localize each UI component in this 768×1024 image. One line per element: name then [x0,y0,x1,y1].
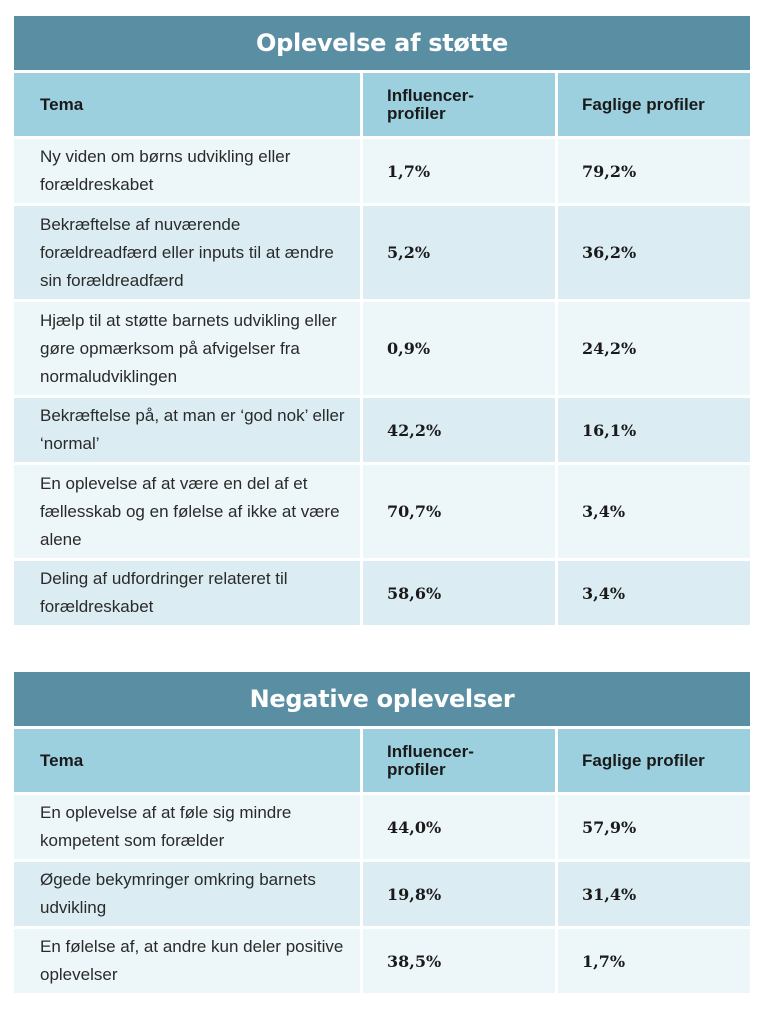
cell-tema: Deling af udfordringer relateret til for… [14,561,360,625]
cell-influencer-value: 58,6% [363,561,555,625]
cell-faglige-value: 57,9% [558,795,750,859]
header-tema: Tema [14,729,360,792]
cell-influencer-value: 44,0% [363,795,555,859]
cell-tema: Ny viden om børns udvikling eller foræld… [14,139,360,203]
table-oplevelse-af-stotte: Oplevelse af støtte Tema Influencer- prof… [14,16,750,625]
header-influencer-profiler: Influencer- profiler [363,729,555,792]
cell-faglige-value: 3,4% [558,465,750,558]
header-tema: Tema [14,73,360,136]
cell-influencer-value: 5,2% [363,206,555,299]
cell-influencer-value: 1,7% [363,139,555,203]
cell-tema: En følelse af, at andre kun deler positi… [14,929,360,993]
cell-tema: Øgede bekymringer omkring barnets udvikl… [14,862,360,926]
cell-faglige-value: 3,4% [558,561,750,625]
cell-influencer-value: 0,9% [363,302,555,395]
cell-tema: Bekræftelse af nuværende forældreadfærd … [14,206,360,299]
cell-tema: Bekræftelse på, at man er ‘god nok’ elle… [14,398,360,462]
table-grid: Tema Influencer- profiler Faglige profiler… [14,70,750,625]
table-title: Oplevelse af støtte [14,16,750,70]
table-grid: Tema Influencer- profiler Faglige profiler… [14,726,750,993]
cell-influencer-value: 70,7% [363,465,555,558]
cell-faglige-value: 79,2% [558,139,750,203]
table-title: Negative oplevelser [14,672,750,726]
header-faglige-profiler: Faglige profiler [558,729,750,792]
cell-faglige-value: 1,7% [558,929,750,993]
cell-faglige-value: 31,4% [558,862,750,926]
cell-tema: En oplevelse af at være en del af et fæl… [14,465,360,558]
cell-tema: En oplevelse af at føle sig mindre kompe… [14,795,360,859]
cell-faglige-value: 36,2% [558,206,750,299]
table-negative-oplevelser: Negative oplevelser Tema Influencer- prof… [14,672,750,993]
cell-faglige-value: 24,2% [558,302,750,395]
cell-faglige-value: 16,1% [558,398,750,462]
cell-influencer-value: 19,8% [363,862,555,926]
cell-tema: Hjælp til at støtte barnets udvikling el… [14,302,360,395]
header-influencer-profiler: Influencer- profiler [363,73,555,136]
header-faglige-profiler: Faglige profiler [558,73,750,136]
cell-influencer-value: 42,2% [363,398,555,462]
cell-influencer-value: 38,5% [363,929,555,993]
